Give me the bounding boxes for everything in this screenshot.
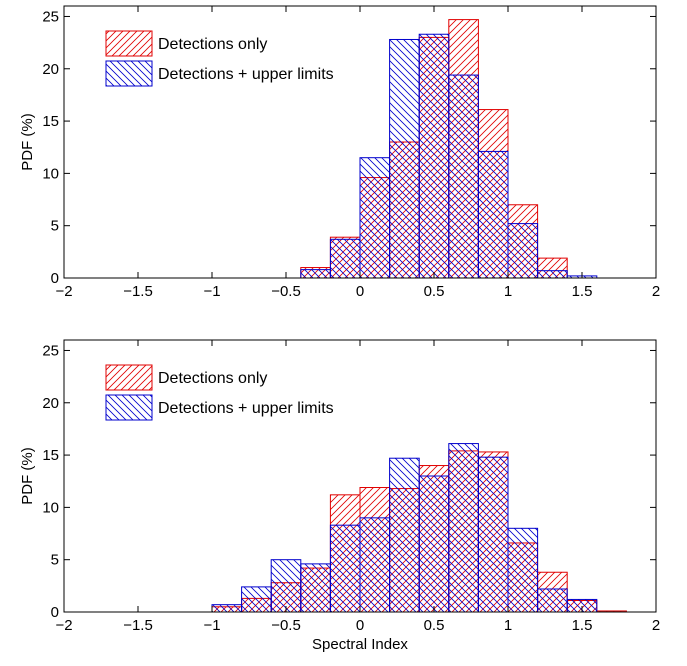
y-tick-label: 10 (42, 165, 59, 182)
legend-swatch (105, 60, 153, 87)
bar (477, 456, 509, 613)
bar (507, 223, 539, 279)
x-tick-label: −0.5 (271, 283, 301, 300)
legend-swatch (105, 394, 153, 421)
x-tick-label: 1.5 (572, 283, 593, 300)
x-tick-label: −2 (55, 617, 72, 634)
x-tick-label: −2 (55, 283, 72, 300)
bar (359, 517, 391, 613)
bar (418, 33, 450, 279)
x-tick-label: 0 (356, 283, 364, 300)
x-axis-label: Spectral Index (312, 636, 408, 653)
y-tick-label: 15 (42, 447, 59, 464)
bar (211, 604, 243, 613)
bar (270, 559, 302, 613)
series-detections-upper-limits (211, 443, 598, 613)
x-tick-label: −1 (203, 617, 220, 634)
legend-entry-label: Detections only (158, 36, 267, 53)
y-tick-label: 20 (42, 61, 59, 78)
legend: Detections only Detections + upper limits (105, 30, 334, 87)
x-tick-label: 0.5 (424, 617, 445, 634)
y-tick-label: 0 (51, 604, 59, 621)
bar (537, 588, 568, 613)
legend: Detections only Detections + upper limits (105, 364, 334, 421)
y-tick-label: 10 (42, 499, 59, 516)
x-tick-label: −1 (203, 283, 220, 300)
bar (241, 586, 272, 613)
y-axis-label: PDF (%) (19, 113, 36, 171)
y-tick-label: 25 (42, 342, 59, 359)
bar (329, 238, 361, 279)
bar (389, 38, 420, 279)
bar (389, 457, 420, 613)
y-tick-label: 5 (51, 218, 59, 235)
bar (507, 527, 539, 613)
y-tick-label: 25 (42, 8, 59, 25)
legend-swatch (105, 30, 153, 57)
x-tick-label: 1 (504, 617, 512, 634)
legend-swatch (105, 364, 153, 391)
bar (300, 269, 331, 279)
y-tick-label: 0 (51, 270, 59, 287)
x-tick-label: 1.5 (572, 617, 593, 634)
legend-entry-label: Detections only (158, 370, 267, 387)
x-tick-label: 2 (652, 283, 660, 300)
bar (359, 157, 391, 279)
y-tick-label: 5 (51, 552, 59, 569)
y-tick-label: 15 (42, 113, 59, 130)
x-tick-label: 0 (356, 617, 364, 634)
y-axis-label: PDF (%) (19, 447, 36, 505)
legend-entry-label: Detections + upper limits (158, 400, 334, 417)
legend-entry-label: Detections + upper limits (158, 66, 334, 83)
bar (329, 524, 361, 613)
x-tick-label: −0.5 (271, 617, 301, 634)
x-tick-label: 0.5 (424, 283, 445, 300)
bar (448, 74, 479, 279)
x-tick-label: 2 (652, 617, 660, 634)
series-detections-upper-limits (300, 33, 598, 279)
bar (537, 270, 568, 279)
bar (477, 150, 509, 279)
bar (448, 443, 479, 613)
y-tick-label: 20 (42, 395, 59, 412)
x-tick-label: 1 (504, 283, 512, 300)
bar (300, 563, 331, 613)
x-tick-label: −1.5 (123, 283, 153, 300)
x-tick-label: −1.5 (123, 617, 153, 634)
bar (418, 475, 450, 613)
